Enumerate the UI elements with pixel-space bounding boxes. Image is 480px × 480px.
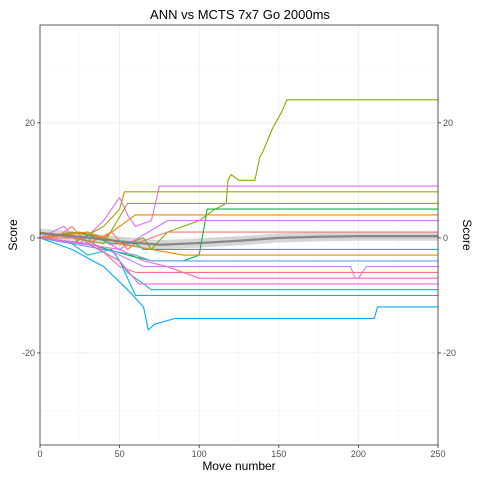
series-line-15 (40, 237, 438, 273)
x-axis-label: Move number (202, 459, 275, 473)
x-tick-label: 100 (192, 449, 207, 459)
series-line-2 (40, 225, 438, 250)
y-tick-label-right: -20 (443, 348, 456, 358)
x-tick-label: 0 (37, 449, 42, 459)
x-tick-label: 50 (115, 449, 125, 459)
y-tick-label: -20 (22, 348, 35, 358)
series-layer (40, 99, 438, 331)
series-line-17 (40, 214, 438, 239)
y-tick-label: 20 (25, 118, 35, 128)
series-line-10 (40, 237, 438, 262)
smooth-trend-line (40, 232, 438, 246)
y-axis-label-right: Score (460, 219, 474, 251)
series-line-1 (40, 99, 438, 250)
series-line-6 (40, 237, 438, 331)
y-axis-label: Score (6, 219, 20, 251)
y-tick-label-right: 0 (443, 233, 448, 243)
series-line-13 (40, 231, 438, 256)
y-axis-left: -20 0 20 (22, 118, 40, 358)
smooth-confidence-band (40, 228, 438, 250)
x-tick-label: 150 (271, 449, 286, 459)
series-line-18 (40, 237, 438, 285)
x-tick-label: 250 (430, 449, 445, 459)
plot-panel (39, 24, 439, 446)
y-tick-label: 0 (30, 233, 35, 243)
series-line-12 (40, 220, 438, 250)
x-tick-label: 200 (351, 449, 366, 459)
chart-title: ANN vs MCTS 7x7 Go 2000ms (150, 7, 330, 22)
y-axis-right: -20 0 20 (438, 118, 456, 358)
x-axis: 0 50 100 150 200 250 (37, 445, 446, 459)
smooth-layer (40, 228, 438, 250)
smooth-line-layer (40, 232, 438, 246)
y-tick-label-right: 20 (443, 118, 453, 128)
grid-minor (40, 25, 438, 445)
